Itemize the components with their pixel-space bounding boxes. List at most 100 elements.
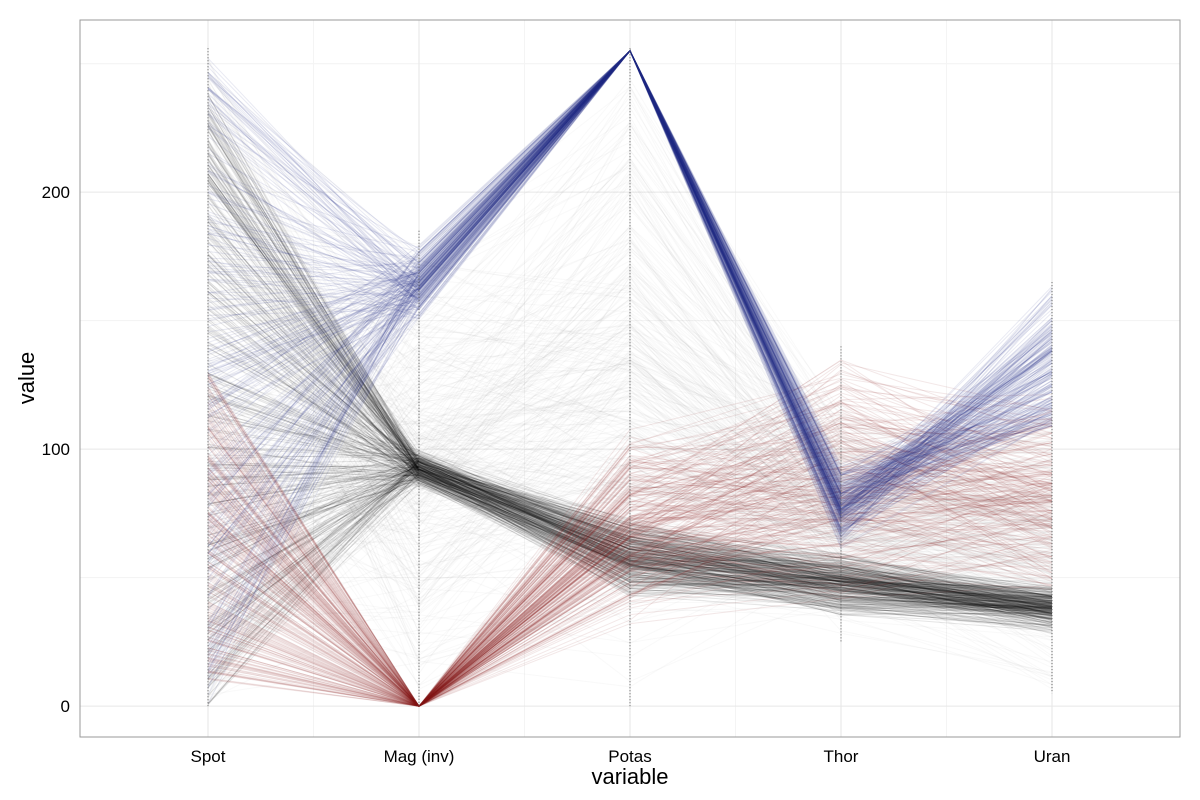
data-line — [207, 399, 1053, 707]
data-line — [207, 49, 1053, 526]
data-line — [207, 49, 1053, 508]
data-line — [207, 49, 1053, 506]
data-line — [207, 446, 1053, 620]
data-line — [207, 478, 1053, 633]
data-line — [207, 230, 1053, 483]
data-line — [207, 297, 1053, 600]
data-line — [207, 254, 1053, 616]
data-line — [207, 133, 1053, 533]
data-line — [207, 270, 1053, 505]
data-line — [207, 259, 1053, 633]
data-line — [207, 397, 1053, 617]
data-line — [207, 49, 1053, 689]
data-line — [207, 49, 1053, 500]
data-line — [207, 306, 1053, 515]
data-line — [207, 117, 1053, 556]
data-line — [207, 128, 1053, 591]
data-line — [207, 415, 1053, 707]
data-line — [207, 474, 1053, 610]
data-line — [207, 49, 1053, 510]
data-line — [207, 466, 1053, 619]
data-line — [207, 49, 1053, 553]
data-line — [207, 49, 1053, 631]
data-line — [207, 426, 1053, 627]
data-line — [207, 380, 1053, 463]
data-line — [207, 331, 1053, 568]
y-tick-label: 100 — [42, 440, 70, 459]
data-line — [207, 99, 1053, 611]
data-line — [207, 152, 1053, 609]
data-line — [207, 466, 1053, 634]
data-line — [207, 280, 1053, 586]
data-line — [207, 465, 1053, 617]
data-line — [207, 216, 1053, 601]
data-line — [207, 127, 1053, 699]
data-line — [207, 49, 1053, 522]
data-line — [207, 400, 1053, 707]
data-line — [207, 478, 1053, 707]
data-line — [207, 467, 1053, 602]
data-line — [207, 293, 1053, 527]
data-line — [207, 498, 1053, 707]
data-line — [207, 84, 1053, 480]
data-line — [207, 49, 1053, 534]
data-line — [207, 49, 1053, 537]
data-line — [207, 49, 1053, 476]
data-line — [207, 186, 1053, 534]
data-line — [207, 503, 1053, 707]
data-line — [207, 309, 1053, 612]
data-line — [207, 49, 1053, 515]
data-line — [207, 348, 1053, 683]
data-line — [207, 233, 1053, 571]
data-line — [207, 183, 1053, 622]
data-line — [207, 49, 1053, 509]
data-line — [207, 282, 1053, 604]
data-line — [207, 71, 1053, 560]
data-line — [207, 173, 1053, 628]
data-line — [207, 427, 1053, 707]
x-tick-label: Spot — [191, 747, 226, 766]
data-line — [207, 49, 1053, 505]
data-line — [207, 471, 1053, 657]
data-line — [207, 49, 1053, 688]
data-line — [207, 254, 1053, 607]
series-blue — [207, 49, 1053, 704]
data-line — [207, 463, 1053, 702]
data-line — [207, 464, 1053, 596]
data-line — [207, 235, 1053, 541]
data-line — [207, 49, 1053, 496]
data-line — [207, 413, 1053, 663]
data-line — [207, 149, 1053, 492]
data-line — [207, 410, 1053, 564]
data-line — [207, 268, 1053, 665]
data-line — [207, 454, 1053, 707]
data-line — [207, 127, 1053, 690]
data-line — [207, 466, 1053, 612]
data-line — [207, 49, 1053, 547]
data-line — [207, 468, 1053, 589]
data-line — [207, 49, 1053, 510]
data-line — [207, 49, 1053, 497]
data-line — [207, 49, 1053, 647]
data-line — [207, 307, 1053, 602]
data-line — [207, 49, 1053, 547]
y-tick-label: 200 — [42, 183, 70, 202]
data-line — [207, 49, 1053, 563]
data-line — [207, 475, 1053, 608]
data-line — [207, 49, 1053, 511]
data-line — [207, 474, 1053, 707]
data-line — [207, 49, 1053, 516]
data-line — [207, 470, 1053, 707]
data-line — [207, 49, 1053, 555]
data-line — [207, 194, 1053, 526]
data-line — [207, 302, 1053, 649]
data-line — [207, 362, 1053, 656]
data-line — [207, 49, 1053, 513]
data-line — [207, 453, 1053, 603]
data-line — [207, 168, 1053, 570]
data-line — [207, 459, 1053, 598]
data-line — [207, 49, 1053, 516]
data-line — [207, 459, 1053, 707]
data-line — [207, 239, 1053, 549]
data-line — [207, 49, 1053, 586]
